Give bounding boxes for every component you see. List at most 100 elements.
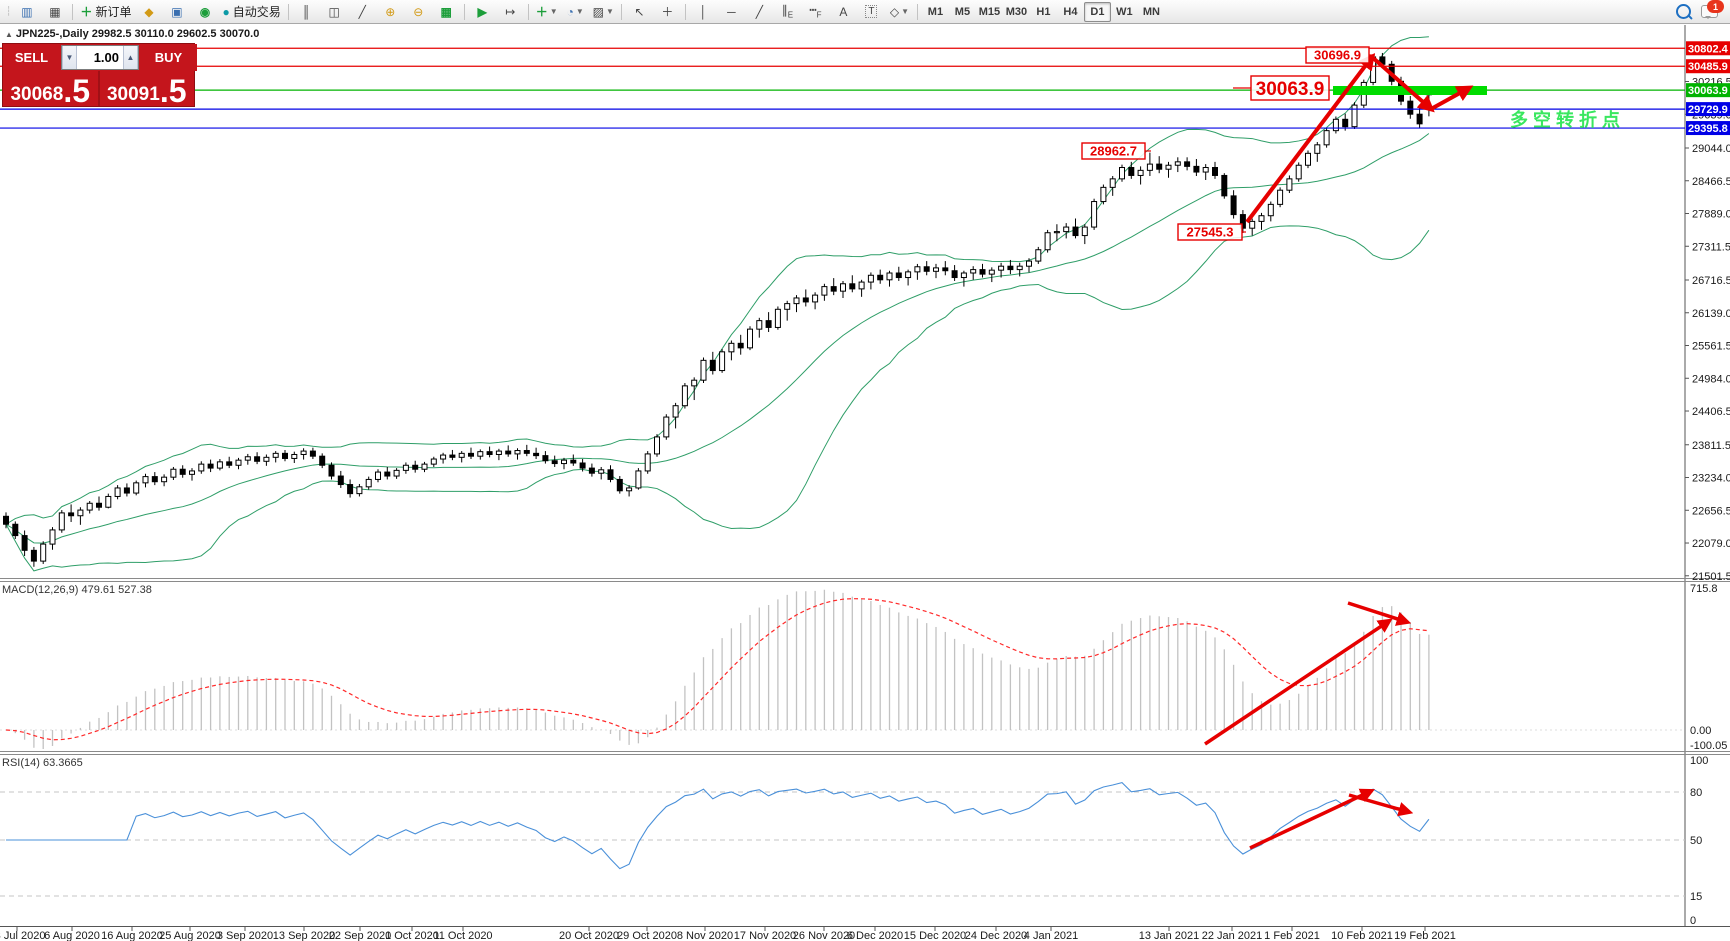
vertical-line-button[interactable]: │	[690, 1, 717, 22]
zoom-in-button[interactable]: ⊕	[377, 1, 404, 22]
macd-signal-line	[5, 598, 1429, 741]
date-tick-label: 24 Dec 2020	[965, 930, 1027, 941]
candle	[1165, 164, 1172, 170]
candle	[375, 471, 381, 480]
zoom-out-button[interactable]: ⊖	[405, 1, 432, 22]
price-badge	[1686, 102, 1730, 117]
line-chart-button[interactable]: ╱	[349, 1, 376, 22]
candle	[533, 452, 540, 457]
terminal-button[interactable]: ▣	[163, 1, 190, 22]
date-tick-label: 22 Sep 2020	[329, 930, 391, 941]
candle	[291, 453, 298, 459]
date-tick-label: 13 Sep 2020	[273, 930, 335, 941]
timeframe-button-H4[interactable]: H4	[1063, 5, 1078, 18]
crosshair-button[interactable]: ＋	[654, 1, 681, 22]
shapes-button[interactable]: ◇ ▼	[886, 1, 913, 22]
volume-down-icon[interactable]: ▼	[62, 46, 77, 69]
text-icon: A	[839, 4, 848, 19]
search-icon[interactable]	[1676, 4, 1691, 19]
dropdown-arrow-icon: ▼	[606, 7, 614, 16]
profiles-button[interactable]: ▦	[41, 1, 68, 22]
chat-icon[interactable]: 1	[1701, 0, 1724, 19]
candle	[812, 294, 819, 303]
fibonacci-button[interactable]: ┅F	[802, 1, 829, 22]
sell-button[interactable]: SELL	[3, 44, 60, 71]
autotrading-button[interactable]: ● 自动交易	[219, 1, 283, 22]
templates-button[interactable]: ▨ ▼	[590, 1, 617, 22]
date-tick-label: 15 Dec 2020	[904, 930, 966, 941]
channel-button[interactable]: ∥E	[774, 1, 801, 22]
candle	[970, 269, 977, 274]
cursor-button[interactable]: ↖	[626, 1, 653, 22]
date-tick-label: 16 Aug 2020	[101, 930, 163, 941]
candle	[1202, 167, 1209, 173]
macd-tick-label: 715.8	[1690, 583, 1718, 595]
volume-input[interactable]	[77, 46, 123, 69]
candle	[1305, 152, 1311, 166]
pane-frame	[0, 25, 1730, 927]
candle	[1100, 186, 1107, 203]
candle	[607, 469, 614, 480]
timeframe-button-M5[interactable]: M5	[954, 5, 971, 18]
candle	[1193, 165, 1200, 173]
candle	[1407, 100, 1414, 115]
timeframe-button-MN[interactable]: MN	[1142, 5, 1160, 18]
candle	[412, 464, 419, 470]
price-tick-label: 22079.0	[1692, 538, 1730, 550]
tile-windows-button[interactable]: ▦	[433, 1, 460, 22]
rsi-tick-label: 15	[1690, 891, 1702, 903]
candle	[440, 454, 447, 460]
candle	[1314, 144, 1321, 154]
timeframe-button-M30[interactable]: M30	[1005, 5, 1028, 18]
one-click-trading-panel: SELL ▼ ▲ BUY 30068 .5 30091 .5	[2, 43, 197, 107]
candle	[1267, 203, 1274, 217]
candle	[263, 456, 270, 462]
sell-price[interactable]: 30068 .5	[3, 71, 100, 107]
candle	[1323, 130, 1330, 146]
horizontal-line-button[interactable]: ─	[718, 1, 745, 22]
quick-trade-button[interactable]: ◆	[135, 1, 162, 22]
turning-point-annotation: 多空转折点	[1510, 109, 1625, 130]
timeframe-group: M1 M5 M15 M30 H1 H4 D1 W1 MN	[922, 1, 1165, 22]
date-tick-label: 29 Oct 2020	[617, 930, 677, 941]
candle	[486, 451, 493, 455]
text-label-button[interactable]: T	[858, 1, 885, 22]
buy-button[interactable]: BUY	[140, 44, 197, 71]
price-tick-label: 26716.5	[1692, 275, 1730, 287]
candle	[198, 463, 205, 472]
macd-arrow	[1204, 618, 1393, 746]
bar-chart-button[interactable]: ║	[293, 1, 320, 22]
periods-button[interactable]: ◔ ▼	[562, 1, 589, 22]
candle	[1119, 167, 1125, 180]
candle	[3, 515, 9, 525]
timeframe-button-H1[interactable]: H1	[1036, 5, 1051, 18]
candle	[179, 468, 186, 475]
rsi-label: RSI(14) 63.3665	[2, 757, 83, 769]
volume-up-icon[interactable]: ▲	[123, 46, 138, 69]
timeframe-button-W1[interactable]: W1	[1116, 5, 1133, 18]
timeframe-button-M1[interactable]: M1	[927, 5, 944, 18]
trendline-button[interactable]: ╱	[746, 1, 773, 22]
indicators-button[interactable]: ＋ ▼	[533, 1, 561, 22]
candle	[458, 452, 465, 458]
candle	[802, 297, 809, 303]
candle	[189, 470, 195, 475]
text-button[interactable]: A	[830, 1, 857, 22]
candle	[988, 269, 995, 275]
auto-scroll-button[interactable]: ▶	[469, 1, 496, 22]
timeframe-button-M15[interactable]: M15	[978, 5, 1001, 18]
candle	[49, 529, 56, 545]
macd-tick-label: 0.00	[1690, 725, 1711, 737]
signals-button[interactable]: ◉	[191, 1, 218, 22]
new-chart-button[interactable]: ▥	[13, 1, 40, 22]
candlestick-chart-button[interactable]: ◫	[321, 1, 348, 22]
candle	[161, 476, 168, 483]
chart-shift-button[interactable]: ↦	[497, 1, 524, 22]
buy-price[interactable]: 30091 .5	[100, 71, 195, 107]
new-order-button[interactable]: ＋ 新订单	[77, 1, 134, 22]
candle	[1081, 226, 1088, 237]
price-annotation-label: 30063.9	[1256, 79, 1325, 100]
candle	[1174, 161, 1181, 166]
timeframe-button-D1[interactable]: D1	[1083, 1, 1111, 22]
